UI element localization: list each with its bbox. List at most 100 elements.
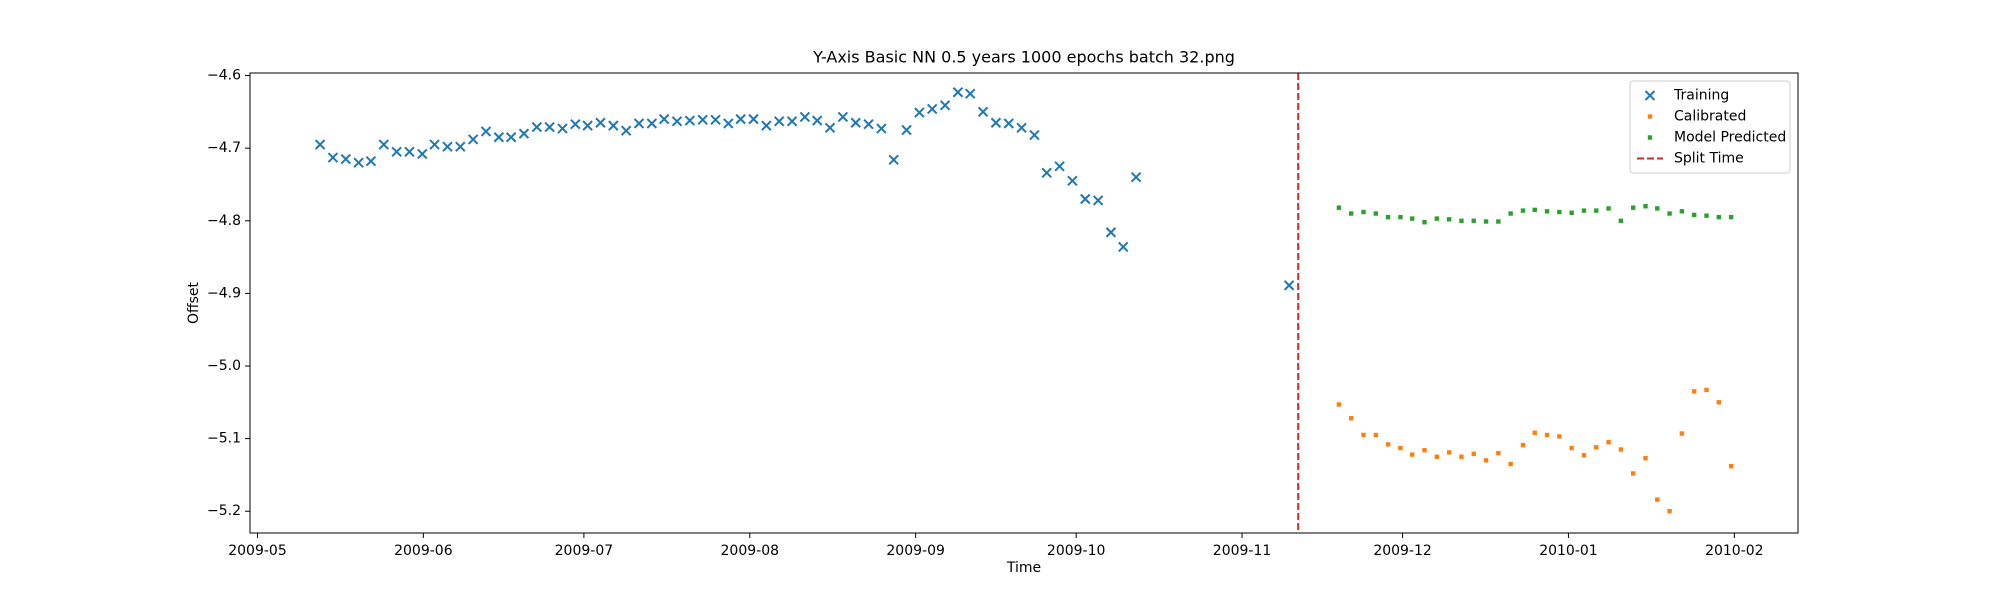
dot — [1459, 218, 1464, 223]
x-tick-label: 2009-12 — [1373, 543, 1432, 559]
dot — [1581, 208, 1587, 213]
x-marker — [582, 120, 593, 131]
x-marker-stroke — [1054, 161, 1065, 172]
x-marker-stroke — [531, 121, 543, 133]
dot — [1508, 461, 1513, 467]
x-marker — [1041, 167, 1052, 179]
legend-swatch — [1647, 114, 1653, 119]
y-axis-label: Offset — [186, 281, 202, 324]
dot — [1459, 454, 1464, 459]
x-marker-stroke — [990, 117, 1002, 128]
y-tick-label: −4.8 — [207, 213, 241, 229]
dot — [1643, 204, 1648, 209]
x-marker — [1092, 195, 1104, 206]
legend-label: Split Time — [1674, 151, 1744, 167]
x-marker — [658, 113, 670, 125]
x-marker-stroke — [417, 148, 428, 160]
dot — [1655, 497, 1660, 502]
x-marker — [646, 118, 658, 129]
x-marker — [1130, 171, 1142, 183]
y-tick-label: −4.9 — [207, 285, 241, 301]
x-marker-stroke — [684, 115, 696, 126]
x-marker — [557, 123, 568, 134]
dot — [1618, 218, 1624, 223]
x-marker — [620, 125, 632, 136]
x-marker-stroke — [876, 123, 887, 134]
x-tick-label: 2009-07 — [555, 543, 614, 559]
y-tick-label: −5.0 — [207, 358, 241, 374]
x-marker-stroke — [748, 113, 759, 125]
dot — [1483, 219, 1489, 224]
x-marker — [799, 111, 811, 123]
x-marker — [811, 115, 823, 126]
dot — [1434, 454, 1440, 459]
dot — [1618, 447, 1624, 452]
x-marker — [837, 111, 849, 123]
x-marker — [633, 118, 645, 129]
dot — [1434, 216, 1440, 221]
x-marker — [671, 116, 683, 127]
x-marker-stroke — [1016, 122, 1027, 134]
x-marker — [735, 113, 746, 125]
x-marker — [927, 103, 938, 115]
x-marker — [901, 124, 912, 136]
dot — [1728, 463, 1734, 469]
x-marker — [391, 146, 402, 157]
x-marker — [429, 139, 440, 150]
x-marker — [455, 141, 466, 152]
x-marker — [505, 132, 517, 143]
x-marker — [990, 117, 1002, 128]
x-marker — [314, 139, 326, 150]
y-tick-label: −4.7 — [207, 140, 241, 156]
x-marker-stroke — [378, 139, 389, 150]
legend-swatch — [1647, 135, 1653, 140]
x-marker-stroke — [646, 118, 658, 129]
x-marker-stroke — [786, 116, 798, 127]
dot — [1471, 451, 1476, 457]
x-marker-stroke — [811, 115, 823, 126]
dot — [1569, 210, 1574, 215]
x-marker — [467, 134, 479, 145]
dot — [1508, 211, 1513, 216]
x-marker-stroke — [927, 103, 938, 115]
x-marker-stroke — [965, 88, 976, 99]
x-marker — [786, 116, 798, 127]
plot-frame — [249, 72, 1799, 534]
x-marker-stroke — [1118, 241, 1129, 253]
x-marker — [365, 156, 377, 167]
dot — [1520, 208, 1526, 213]
dot — [1336, 205, 1342, 210]
x-marker — [544, 121, 555, 133]
x-marker — [493, 132, 505, 143]
x-marker-stroke — [863, 118, 874, 130]
x-marker-stroke — [1105, 227, 1117, 238]
x-marker — [518, 128, 530, 139]
x-marker-stroke — [365, 156, 377, 167]
dot — [1728, 214, 1734, 220]
x-marker-stroke — [824, 122, 836, 134]
x-marker-stroke — [620, 125, 632, 136]
chart-title: Y-Axis Basic NN 0.5 years 1000 epochs ba… — [812, 48, 1235, 67]
dot — [1422, 220, 1427, 225]
x-marker — [952, 87, 964, 98]
x-marker — [888, 154, 899, 165]
x-marker-stroke — [1003, 118, 1014, 129]
x-marker — [876, 123, 887, 134]
y-tick-label: −4.6 — [207, 68, 241, 84]
x-marker — [684, 115, 696, 126]
dot — [1483, 458, 1489, 463]
x-marker-stroke — [773, 116, 785, 127]
x-marker — [723, 118, 734, 129]
dot — [1557, 209, 1562, 215]
x-marker-stroke — [850, 117, 861, 128]
x-marker — [710, 114, 721, 126]
x-marker-stroke — [391, 146, 402, 157]
legend-label: Calibrated — [1674, 109, 1746, 125]
x-marker — [1283, 280, 1295, 291]
x-marker — [417, 148, 428, 160]
dot — [1496, 450, 1501, 456]
dot — [1544, 209, 1550, 214]
y-tick-label: −5.2 — [207, 503, 241, 519]
x-marker — [340, 153, 351, 165]
